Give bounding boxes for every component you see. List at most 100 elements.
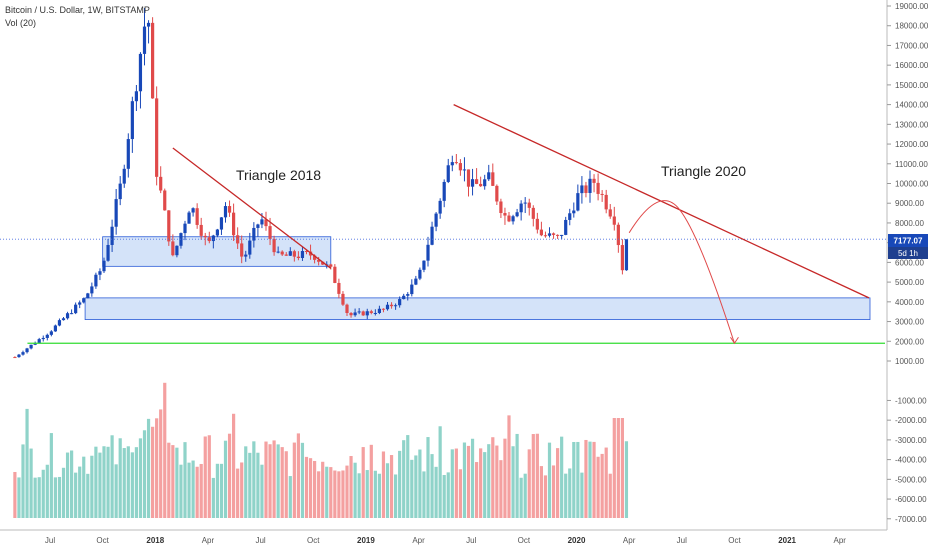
y-tick-label: 17000.00 xyxy=(895,41,929,50)
volume-bar xyxy=(134,447,138,518)
candle-body xyxy=(547,233,552,236)
volume-bar xyxy=(264,441,268,518)
volume-bar xyxy=(183,442,187,518)
candle-body xyxy=(584,185,588,193)
volume-bar xyxy=(406,435,410,518)
y-tick-label: -1000.00 xyxy=(895,396,927,405)
volume-bar xyxy=(422,471,426,518)
candle-body xyxy=(240,243,244,257)
volume-bar xyxy=(426,437,430,518)
volume-bar xyxy=(78,466,82,518)
candle-body xyxy=(450,162,454,166)
volume-bar xyxy=(543,475,548,518)
volume-bar xyxy=(491,437,495,518)
candle-body xyxy=(163,190,167,211)
x-tick-label: Jul xyxy=(466,536,476,545)
volume-bar xyxy=(568,468,572,518)
x-tick-label: 2021 xyxy=(778,536,796,545)
volume-bar xyxy=(535,433,539,518)
volume-bar xyxy=(596,456,600,518)
candle-body xyxy=(321,261,325,265)
candle-body xyxy=(232,212,236,236)
volume-bar xyxy=(515,433,519,518)
volume-bar xyxy=(102,446,106,518)
annotation-triangle-2018: Triangle 2018 xyxy=(236,167,321,183)
candle-body xyxy=(515,212,519,217)
candle-body xyxy=(422,260,426,270)
candle-body xyxy=(276,251,280,253)
volume-bar xyxy=(442,475,446,518)
volume-bar xyxy=(446,472,450,518)
candle-body xyxy=(373,312,377,314)
candle-body xyxy=(223,206,228,218)
candle-body xyxy=(78,302,82,305)
y-tick-label: 9000.00 xyxy=(895,199,924,208)
volume-bar xyxy=(138,438,143,518)
volume-indicator-label[interactable]: Vol (20) xyxy=(5,18,37,28)
symbol-title[interactable]: Bitcoin / U.S. Dollar, 1W, BITSTAMP xyxy=(5,5,150,15)
y-tick-label: 1000.00 xyxy=(895,357,924,366)
candle-body xyxy=(122,168,126,184)
last-price-box xyxy=(888,234,928,247)
x-tick-label: Apr xyxy=(623,536,636,545)
candle-body xyxy=(118,183,122,200)
candle-body xyxy=(511,216,515,222)
candle-body xyxy=(519,203,523,213)
volume-bar xyxy=(110,435,114,518)
volume-bar xyxy=(248,452,252,518)
volume-bar xyxy=(341,470,345,518)
candle-body xyxy=(74,304,78,314)
volume-bar xyxy=(159,409,163,518)
volume-bar xyxy=(329,467,333,518)
volume-bar xyxy=(479,448,483,518)
x-tick-label: Jul xyxy=(677,536,687,545)
candle-body xyxy=(491,172,495,186)
volume-bar xyxy=(321,461,325,518)
y-tick-label: 14000.00 xyxy=(895,101,929,110)
candle-body xyxy=(458,163,462,171)
candle-body xyxy=(576,193,580,211)
candle-body xyxy=(608,209,612,217)
candle-body xyxy=(13,357,17,359)
support-zone xyxy=(84,297,871,320)
volume-bar xyxy=(560,436,564,518)
y-axis: 19000.00 18000.00 17000.00 16000.00 15000.00… xyxy=(886,0,929,530)
volume-bar xyxy=(106,446,110,518)
candle-body xyxy=(479,183,483,187)
candle-body xyxy=(329,264,333,267)
volume-bar xyxy=(151,426,155,518)
candle-body xyxy=(29,344,33,349)
volume-bar xyxy=(308,458,313,518)
volume-bar xyxy=(13,471,17,518)
candle-body xyxy=(357,311,361,313)
volume-bar xyxy=(33,477,37,518)
volume-bar xyxy=(608,473,612,518)
candle-body xyxy=(37,339,41,344)
candle-body xyxy=(41,337,45,340)
volume-bar xyxy=(381,451,386,518)
y-tick-label: 11000.00 xyxy=(895,160,928,169)
volume-bar xyxy=(53,477,57,518)
volume-bar xyxy=(142,430,147,518)
candle-body xyxy=(365,311,369,316)
support-zone xyxy=(102,236,332,267)
candle-body xyxy=(523,202,527,204)
candle-body xyxy=(620,245,624,271)
x-tick-label: Jul xyxy=(45,536,55,545)
y-tick-label: -3000.00 xyxy=(895,436,927,445)
candle-body xyxy=(203,235,207,238)
volume-bar xyxy=(373,470,377,518)
volume-bar xyxy=(487,444,491,518)
last-price-tag[interactable]: 7177.07 5d 1h xyxy=(888,234,928,259)
volume-bar xyxy=(357,473,361,518)
candle-body xyxy=(345,304,349,313)
volume-bar xyxy=(385,463,390,518)
candle-body xyxy=(341,293,345,305)
candle-body xyxy=(98,271,102,275)
candle-body xyxy=(470,179,475,187)
candle-body xyxy=(296,256,300,259)
candle-body xyxy=(167,210,171,242)
candle-body xyxy=(215,229,219,236)
volume-bar xyxy=(365,470,369,518)
